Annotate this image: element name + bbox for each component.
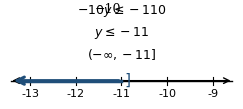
Text: -13: -13	[21, 89, 39, 99]
Text: $-10y \leq -110$: $-10y \leq -110$	[77, 3, 166, 19]
Text: -10: -10	[158, 89, 176, 99]
Text: -9: -9	[207, 89, 218, 99]
Text: −10: −10	[95, 3, 122, 16]
Text: $(-\infty, -11]$: $(-\infty, -11]$	[87, 47, 156, 62]
Text: -12: -12	[67, 89, 85, 99]
Text: ]: ]	[124, 73, 133, 88]
Text: $y \leq -11$: $y \leq -11$	[94, 25, 149, 41]
Text: -11: -11	[113, 89, 130, 99]
